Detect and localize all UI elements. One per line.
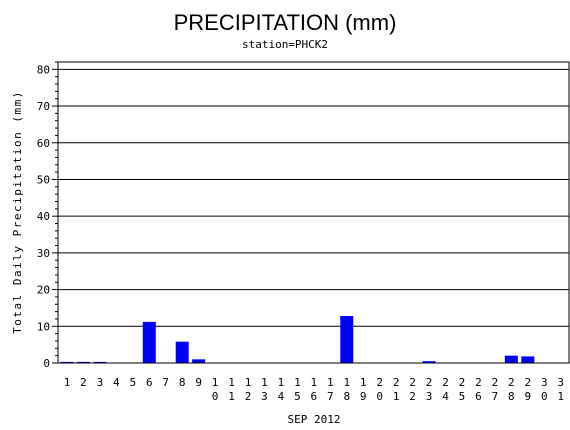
x-tick-label: 8 [179, 376, 186, 389]
bar-day-6 [142, 321, 156, 363]
x-tick-label: 3 [97, 376, 104, 389]
bar-day-3 [93, 361, 107, 363]
x-tick-label: 7 [162, 376, 169, 389]
x-tick-label: 6 [146, 376, 153, 389]
bar-day-1 [60, 361, 74, 363]
bar-day-23 [422, 361, 436, 363]
y-tick-label: 20 [37, 284, 50, 297]
y-tick-label: 40 [37, 210, 50, 223]
gridlines [58, 68, 569, 327]
bar-day-9 [192, 359, 206, 363]
y-tick-label: 0 [43, 357, 50, 370]
bar-day-28 [504, 355, 518, 363]
x-axis-label: SEP 2012 [288, 413, 341, 426]
x-tick-label: 5 [130, 376, 137, 389]
x-axis: 1 2 3 4 5 6 7 8 9 1 01 11 21 31 41 51 61 71 81 92 02 12 22 32 42… [64, 376, 564, 403]
x-tick-label: 1 [64, 376, 71, 389]
bar-day-8 [175, 341, 189, 363]
chart-subtitle: station=PHCK2 [242, 38, 328, 51]
bar-day-2 [76, 361, 90, 363]
y-axis-label: Total Daily Precipitation (mm) [11, 90, 24, 334]
y-tick-label: 50 [37, 173, 50, 186]
y-tick-label: 80 [37, 63, 50, 76]
plot-frame [57, 61, 570, 364]
y-tick-label: 60 [37, 137, 50, 150]
bar-day-18 [340, 316, 354, 363]
chart-title: PRECIPITATION (mm) [174, 10, 397, 35]
y-axis: 0 10 20 30 40 50 60 70 80 [37, 61, 58, 370]
bar-day-29 [521, 356, 535, 363]
x-tick-label: 9 [195, 376, 202, 389]
bars [60, 316, 535, 363]
x-tick-label: 4 [113, 376, 120, 389]
y-tick-label: 70 [37, 100, 50, 113]
y-tick-label: 10 [37, 320, 50, 333]
y-tick-label: 30 [37, 247, 50, 260]
x-tick-label: 2 [80, 376, 87, 389]
